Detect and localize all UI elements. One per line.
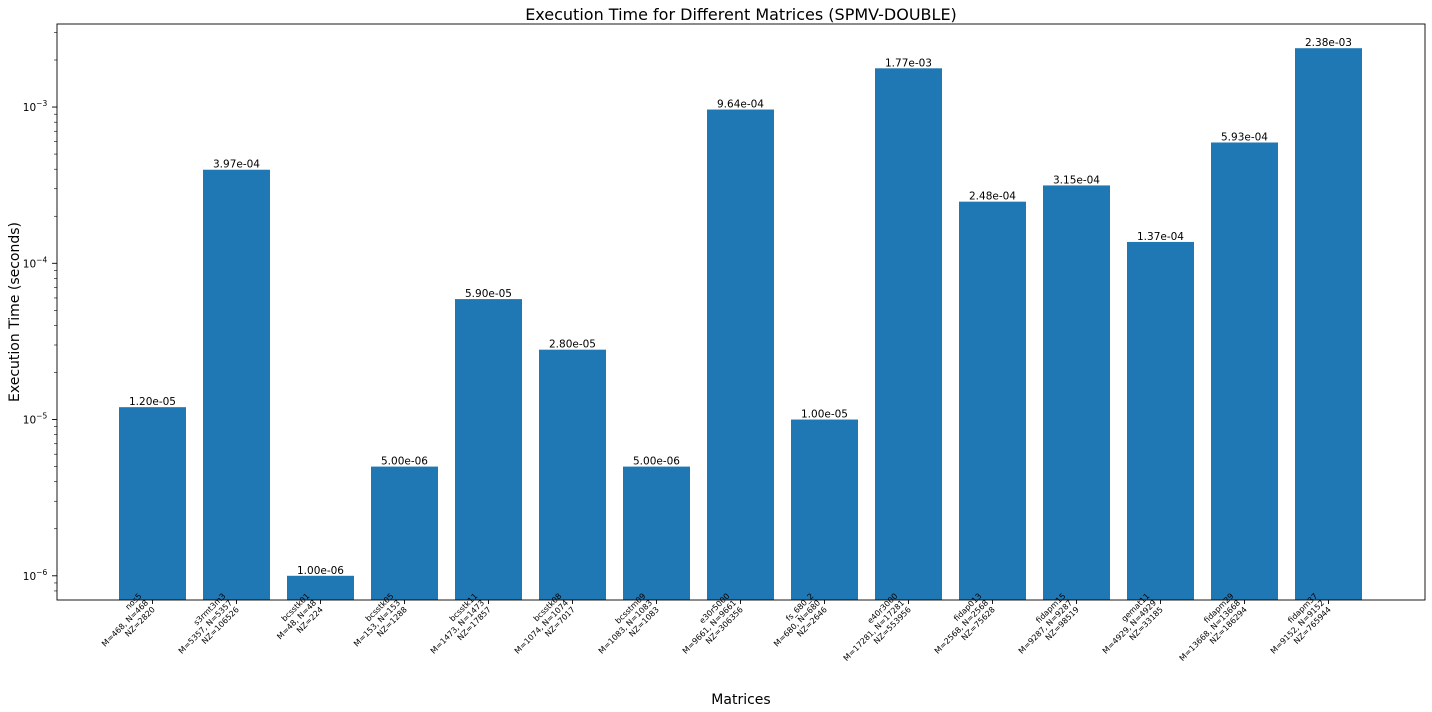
x-tick-label-14: fidapm29M=13668, N=13668NZ=186294 bbox=[1171, 592, 1249, 670]
bar-value-label-6: 2.80e-05 bbox=[549, 339, 596, 351]
bar-value-label-11: 2.48e-04 bbox=[969, 191, 1016, 203]
bar-8 bbox=[707, 109, 774, 601]
y-axis-label: Execution Time (seconds) bbox=[7, 222, 23, 402]
bar-14 bbox=[1211, 142, 1278, 600]
bar-12 bbox=[1043, 185, 1110, 600]
bar-9 bbox=[791, 419, 858, 600]
x-tick-label-4: bcsstk05M=153, N=153NZ=1288 bbox=[345, 592, 409, 656]
chart-title: Execution Time for Different Matrices (S… bbox=[525, 5, 957, 24]
y-tick-label-1: 10−6 bbox=[23, 568, 48, 583]
y-tick-label-4: 10−3 bbox=[23, 99, 48, 114]
axes-frame bbox=[56, 23, 1426, 601]
x-tick-label-2: s3rmt3m3M=5357, N=5357NZ=106526 bbox=[170, 592, 241, 663]
bar-value-label-13: 1.37e-04 bbox=[1137, 231, 1184, 243]
y-tick-label-2: 10−5 bbox=[23, 412, 48, 427]
bar-value-label-12: 3.15e-04 bbox=[1053, 174, 1100, 186]
x-tick-label-11: fidap013M=2568, N=2568NZ=75628 bbox=[926, 592, 997, 663]
bar-6 bbox=[539, 349, 606, 600]
y-tick-label-3: 10−4 bbox=[23, 255, 48, 270]
x-tick-label-10: e40r3000M=17281, N=17281NZ=553956 bbox=[835, 592, 913, 670]
bar-11 bbox=[959, 201, 1026, 600]
bar-2 bbox=[203, 169, 270, 600]
plot-area: 1.20e-05 nos5M=468, N=468NZ=2820 3.97e-04 s… bbox=[23, 23, 1426, 670]
bar-5 bbox=[455, 299, 522, 600]
bar-4 bbox=[371, 466, 438, 600]
bar-value-label-3: 1.00e-06 bbox=[297, 565, 344, 577]
bar-value-label-14: 5.93e-04 bbox=[1221, 132, 1268, 144]
x-tick-label-12: fidapm15M=9287, N=9287NZ=98519 bbox=[1010, 592, 1081, 663]
x-tick-label-1: nos5M=468, N=468NZ=2820 bbox=[93, 592, 157, 656]
x-tick-label-8: e30r5000M=9661, N=9661NZ=306356 bbox=[674, 592, 745, 663]
bar-value-label-1: 1.20e-05 bbox=[129, 396, 176, 408]
bar-value-label-7: 5.00e-06 bbox=[633, 456, 680, 468]
bar-10 bbox=[875, 68, 942, 601]
x-tick-label-9: fs_680_2M=680, N=680NZ=2646 bbox=[765, 592, 829, 656]
x-tick-label-6: bcsstk08M=1074, N=1074NZ=7017 bbox=[506, 592, 577, 663]
bar-value-label-10: 1.77e-03 bbox=[885, 57, 932, 69]
bar-value-label-5: 5.90e-05 bbox=[465, 288, 512, 300]
bar-value-label-8: 9.64e-04 bbox=[717, 99, 764, 111]
bar-value-label-4: 5.00e-06 bbox=[381, 456, 428, 468]
bar-value-label-15: 2.38e-03 bbox=[1305, 37, 1352, 49]
x-tick-label-15: fidapm37M=9152, N=9152NZ=765944 bbox=[1262, 592, 1333, 663]
x-tick-label-13: gemat11M=4929, N=4929NZ=33185 bbox=[1094, 592, 1165, 663]
bar-value-label-9: 1.00e-05 bbox=[801, 409, 848, 421]
x-tick-label-7: bcsstm09M=1083, N=1083NZ=1083 bbox=[590, 592, 661, 663]
bar-3 bbox=[287, 575, 354, 600]
x-axis-label: Matrices bbox=[711, 692, 770, 708]
bar-15 bbox=[1295, 48, 1362, 601]
x-tick-label-5: bcsstk11M=1473, N=1473NZ=17857 bbox=[422, 592, 493, 663]
bar-7 bbox=[623, 466, 690, 600]
bar-value-label-2: 3.97e-04 bbox=[213, 159, 260, 171]
bar-13 bbox=[1127, 241, 1194, 600]
bar-1 bbox=[119, 407, 186, 600]
